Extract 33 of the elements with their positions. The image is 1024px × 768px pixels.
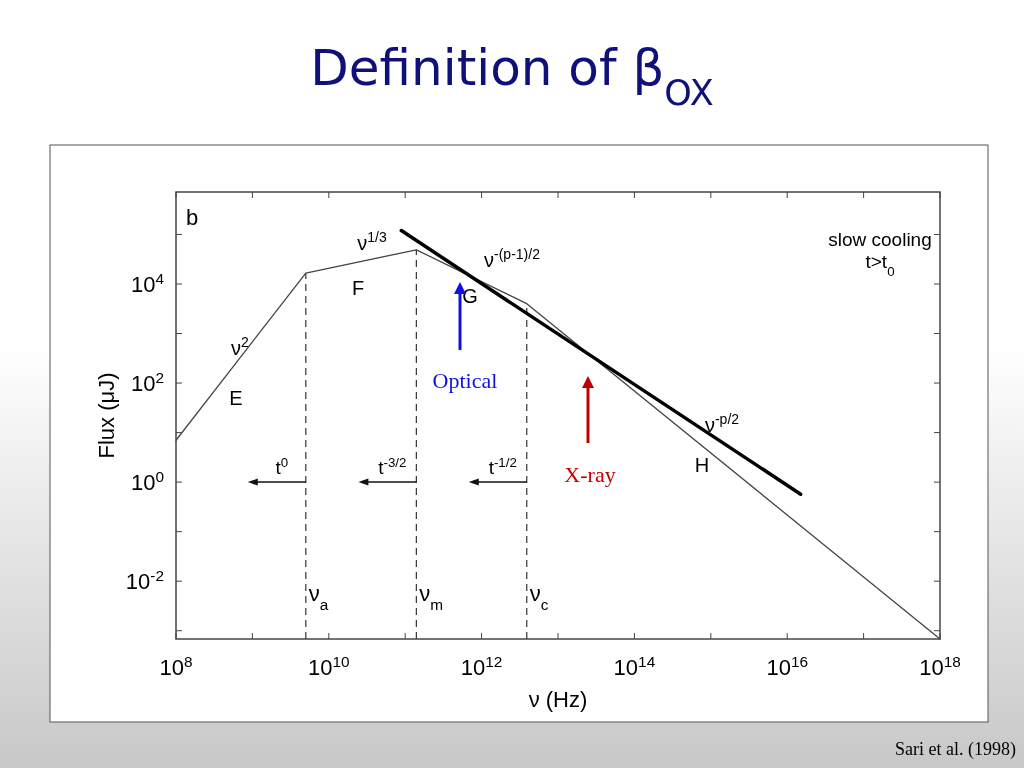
annotation: G — [462, 285, 478, 307]
x-axis-title: ν (Hz) — [528, 687, 588, 712]
ref-line-label: ν$_{m}$ — [419, 581, 444, 613]
annotation: slow cooling — [828, 229, 932, 250]
ref-line-label: ν$_{c}$ — [529, 581, 549, 613]
annotation: t$^{-1/2}$ — [488, 454, 517, 479]
annotation: t>t$_{0}$ — [865, 251, 895, 279]
annotation: Optical — [432, 368, 498, 393]
y-tick-label: 10$^{0}$ — [130, 467, 164, 496]
annotation: b — [186, 205, 199, 230]
annotation: F — [351, 277, 365, 299]
x-tick-label: 10$^{12}$ — [460, 652, 503, 680]
x-tick-label: 10$^{10}$ — [308, 652, 350, 680]
annotation: t$^{-3/2}$ — [378, 454, 407, 479]
text: Sari et al. (1998) — [895, 739, 1016, 760]
ref-line-label: ν$_{a}$ — [308, 581, 329, 613]
y-tick-label: 10$^{4}$ — [130, 269, 165, 297]
y-tick-label: 10$^{-2}$ — [125, 566, 164, 595]
x-tick-label: 10$^{18}$ — [919, 652, 961, 680]
annotation: E — [229, 387, 243, 409]
x-tick-label: 10$^{8}$ — [159, 652, 193, 680]
annotation: t$^{0}$ — [275, 454, 289, 479]
y-axis-title: Flux (μJ) — [94, 372, 119, 459]
annotation: ν$^{-p/2}$ — [704, 411, 740, 436]
annotation: H — [694, 454, 710, 476]
annotation: ν$^{-(p-1)/2}$ — [484, 246, 541, 271]
chart-title: Definition of β$_{OX}$ — [310, 39, 714, 113]
annotation: ν$^{2}$ — [231, 334, 250, 359]
annotation: X-ray — [564, 462, 616, 487]
x-tick-label: 10$^{14}$ — [613, 652, 656, 680]
annotation: ν$^{1/3}$ — [357, 229, 387, 254]
x-tick-label: 10$^{16}$ — [766, 652, 808, 680]
y-tick-label: 10$^{2}$ — [130, 368, 164, 397]
